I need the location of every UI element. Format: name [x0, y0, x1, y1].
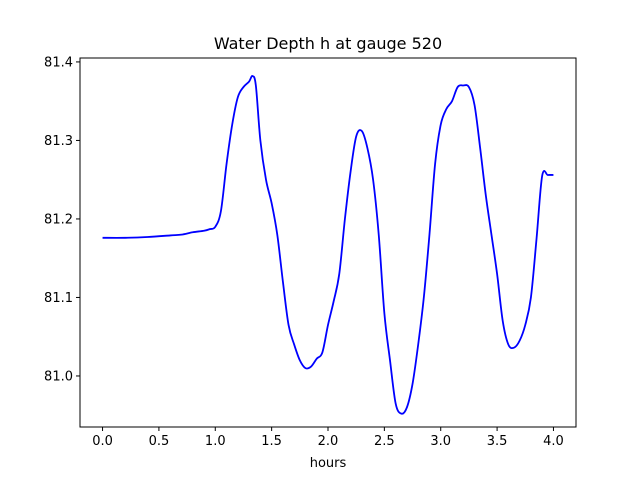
- chart-title: Water Depth h at gauge 520: [214, 34, 442, 53]
- plot-area: [80, 58, 576, 427]
- series-layer: [102, 75, 554, 415]
- x-tick-label: 0.0: [92, 434, 113, 449]
- y-tick-label: 81.4: [44, 55, 73, 70]
- x-tick-label: 3.5: [487, 434, 508, 449]
- y-tick-label: 81.1: [44, 291, 73, 306]
- y-tick-label: 81.3: [44, 134, 73, 149]
- x-tick-label: 3.0: [430, 434, 451, 449]
- y-tick-label: 81.2: [44, 212, 73, 227]
- x-axis-label: hours: [310, 456, 347, 471]
- x-tick-label: 0.5: [149, 434, 170, 449]
- y-tick-label: 81.0: [44, 369, 73, 384]
- x-axis-ticks: 0.0 0.5 1.0 1.5 2.0 2.5 3.0 3.5 4.0: [92, 427, 564, 449]
- x-tick-label: 4.0: [543, 434, 564, 449]
- x-tick-label: 1.5: [261, 434, 282, 449]
- x-tick-label: 2.5: [374, 434, 395, 449]
- x-tick-label: 2.0: [318, 434, 339, 449]
- series-line-0: [102, 75, 554, 415]
- x-tick-label: 1.0: [205, 434, 226, 449]
- y-axis-ticks: 81.0 81.1 81.2 81.3 81.4: [44, 55, 80, 384]
